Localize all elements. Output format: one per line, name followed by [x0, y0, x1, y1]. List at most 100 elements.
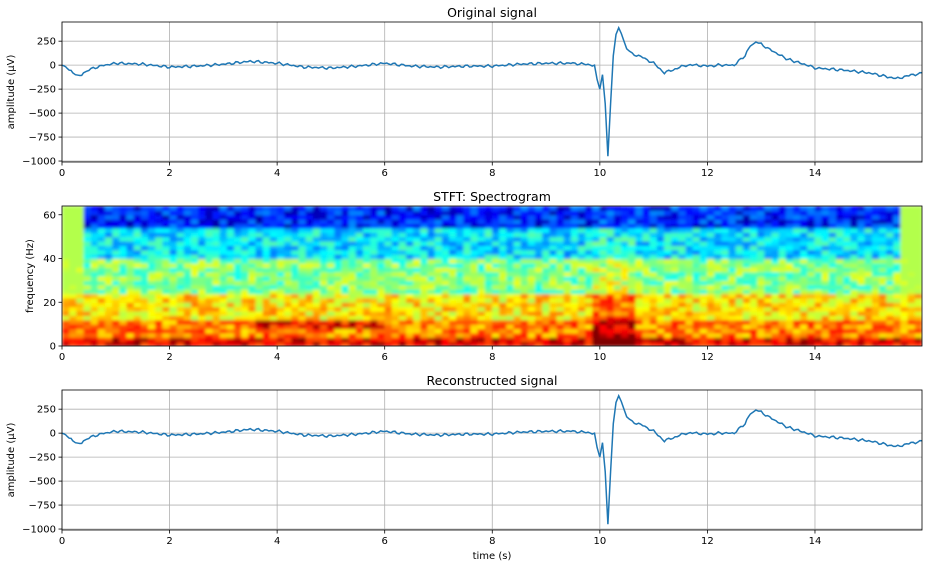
heatmap-cell [420, 210, 429, 216]
heatmap-cell [656, 223, 665, 229]
heatmap-cell [857, 214, 866, 220]
heatmap-cell [871, 249, 880, 255]
heatmap-cell [112, 302, 120, 308]
heatmap-cell [671, 302, 679, 308]
heatmap-cell [893, 219, 902, 225]
heatmap-cell [714, 245, 722, 251]
heatmap-cell [742, 227, 751, 233]
heatmap-cell [248, 262, 257, 268]
heatmap-cell [406, 293, 414, 299]
heatmap-cell [176, 315, 185, 321]
heatmap-cell [592, 271, 601, 277]
heatmap-cell [162, 249, 171, 255]
heatmap-cell [585, 249, 593, 255]
heatmap-cell [291, 223, 300, 229]
heatmap-cell [750, 241, 758, 246]
heatmap-cell [169, 271, 178, 277]
heatmap-cell [492, 284, 500, 290]
heatmap-cell [721, 219, 730, 225]
heatmap-cell [864, 227, 873, 233]
heatmap-cell [914, 276, 922, 281]
heatmap-cell [97, 232, 106, 238]
heatmap-cell [656, 337, 665, 343]
heatmap-cell [305, 328, 314, 334]
heatmap-cell [785, 297, 794, 303]
heatmap-cell [413, 258, 421, 264]
heatmap-cell [513, 262, 522, 268]
heatmap-cell [871, 289, 880, 295]
heatmap-cell [814, 293, 823, 299]
heatmap-cell [255, 241, 264, 246]
heatmap-cell [778, 219, 787, 225]
heatmap-cell [363, 319, 371, 325]
heatmap-cell [592, 297, 601, 303]
heatmap-cell [527, 324, 536, 330]
heatmap-cell [320, 319, 328, 325]
heatmap-cell [212, 236, 221, 242]
heatmap-cell [105, 267, 113, 273]
heatmap-cell [714, 214, 722, 220]
heatmap-cell [699, 227, 708, 233]
heatmap-cell [191, 267, 199, 273]
heatmap-cell [219, 258, 228, 264]
heatmap-cell [807, 214, 816, 220]
heatmap-cell [348, 262, 357, 268]
heatmap-cell [105, 297, 113, 303]
heatmap-cell [893, 315, 902, 321]
heatmap-cell [255, 227, 264, 233]
heatmap-cell [778, 311, 787, 316]
heatmap-cell [871, 245, 880, 251]
heatmap-cell [312, 337, 321, 343]
heatmap-cell [277, 319, 285, 325]
heatmap-cell [728, 280, 737, 286]
heatmap-cell [97, 258, 106, 264]
heatmap-cell [76, 249, 85, 255]
heatmap-cell [879, 254, 887, 260]
heatmap-cell [463, 311, 472, 316]
heatmap-cell [427, 258, 436, 264]
heatmap-cell [391, 232, 400, 238]
heatmap-cell [907, 324, 916, 330]
heatmap-cell [441, 276, 450, 281]
heatmap-cell [284, 210, 292, 216]
heatmap-cell [155, 262, 163, 268]
heatmap-cell [649, 223, 658, 229]
heatmap-cell [212, 276, 221, 281]
heatmap-cell [284, 249, 292, 255]
heatmap-cell [664, 219, 672, 225]
heatmap-cell [563, 284, 572, 290]
heatmap-cell [578, 271, 586, 277]
heatmap-cell [277, 289, 285, 295]
heatmap-cell [707, 254, 715, 260]
heatmap-cell [119, 306, 128, 312]
heatmap-cell [635, 297, 644, 303]
heatmap-cell [434, 223, 443, 229]
heatmap-cell [226, 289, 235, 295]
heatmap-cell [735, 332, 744, 338]
heatmap-cell [427, 254, 436, 260]
heatmap-cell [664, 324, 672, 330]
heatmap-cell [664, 289, 672, 295]
heatmap-cell [398, 324, 407, 330]
heatmap-cell [871, 271, 880, 277]
heatmap-cell [463, 254, 472, 260]
heatmap-cell [334, 324, 343, 330]
heatmap-cell [599, 258, 608, 264]
heatmap-cell [413, 319, 421, 325]
heatmap-cell [635, 311, 644, 316]
heatmap-cell [886, 214, 894, 220]
heatmap-cell [241, 262, 249, 268]
heatmap-cell [542, 328, 550, 334]
heatmap-cell [133, 206, 142, 211]
heatmap-cell [470, 332, 479, 338]
heatmap-cell [728, 289, 737, 295]
heatmap-cell [62, 206, 70, 211]
heatmap-cell [764, 271, 773, 277]
heatmap-cell [377, 332, 386, 338]
heatmap-cell [914, 258, 922, 264]
heatmap-cell [506, 315, 515, 321]
heatmap-cell [83, 245, 92, 251]
heatmap-cell [685, 315, 694, 321]
heatmap-cell [398, 284, 407, 290]
y-tick-label: 0 [50, 342, 56, 353]
